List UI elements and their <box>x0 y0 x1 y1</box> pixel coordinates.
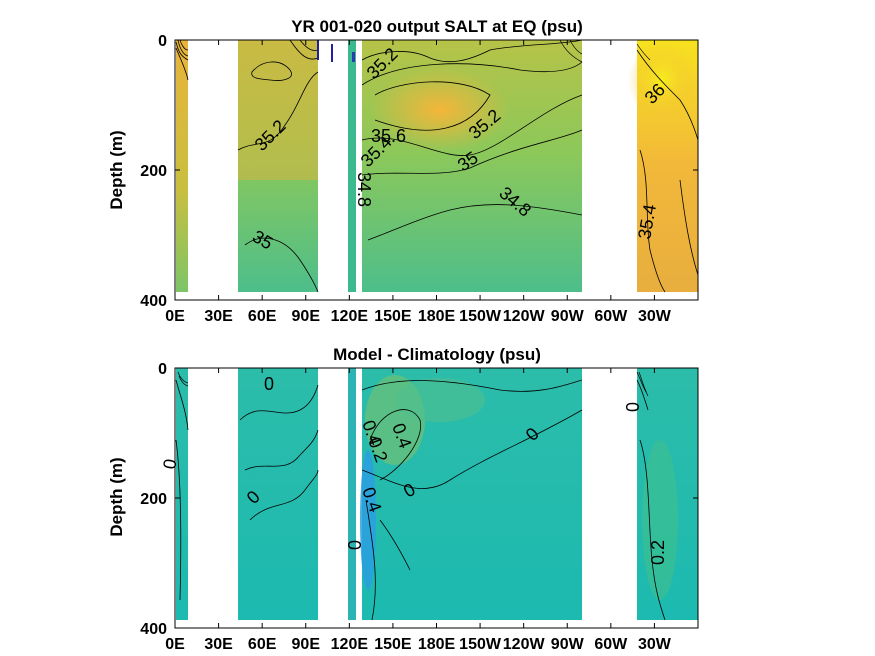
negative-anomaly-patch <box>360 450 376 590</box>
x-tick-label: 30W <box>638 636 672 653</box>
dense-contour-mark <box>352 52 355 62</box>
contour-line <box>636 43 651 61</box>
y-tick-label: 0 <box>158 33 167 50</box>
x-tick-label: 120W <box>503 636 546 653</box>
x-tick-label: 180E <box>418 636 456 653</box>
contour-line <box>177 39 189 57</box>
contour-line <box>569 39 583 55</box>
contour-line <box>175 379 189 431</box>
chart-title: YR 001-020 output SALT at EQ (psu) <box>291 17 583 36</box>
contour-line <box>175 41 189 61</box>
x-tick-label: 30E <box>204 308 233 325</box>
x-tick-label: 150W <box>459 636 502 653</box>
contour-line <box>638 371 649 397</box>
x-tick-label: 120E <box>331 636 369 653</box>
contour-line <box>361 409 583 489</box>
x-tick-label: 90W <box>551 308 585 325</box>
contour-line <box>369 409 422 481</box>
contour-label: 34.8 <box>354 172 374 207</box>
y-axis-label: Depth (m) <box>107 457 126 536</box>
salt-field-block <box>348 40 356 292</box>
dense-contour-mark <box>331 44 333 62</box>
diff-field-block <box>238 368 318 620</box>
x-tick-label: 120E <box>331 308 369 325</box>
contour-line <box>175 47 189 81</box>
contour-line <box>251 61 292 81</box>
contour-line <box>249 469 319 521</box>
contour-line <box>379 519 411 571</box>
salt-field-block <box>238 40 318 180</box>
x-tick-label: 150W <box>459 308 502 325</box>
contour-line <box>679 179 699 276</box>
contour-line <box>361 94 583 156</box>
contour-line <box>177 371 189 384</box>
y-tick-label: 400 <box>140 293 167 310</box>
contour-label: 0.2 <box>648 540 668 565</box>
x-tick-label: 90E <box>292 636 321 653</box>
contour-line <box>289 39 319 60</box>
salt-maximum-patch <box>370 68 510 152</box>
salt-maximum-patch <box>628 40 696 120</box>
contour-line <box>639 439 666 621</box>
contour-line <box>361 39 583 63</box>
contour-line <box>361 61 583 86</box>
contour-line <box>374 81 491 131</box>
x-tick-label: 90W <box>551 636 585 653</box>
contour-line <box>367 204 583 241</box>
contour-line <box>361 379 583 392</box>
x-tick-label: 30E <box>204 636 233 653</box>
x-tick-label: 150E <box>374 308 412 325</box>
contour-line <box>244 429 319 471</box>
contour-line <box>639 149 666 293</box>
dense-contour-mark <box>317 40 319 60</box>
diff-field-block <box>176 368 188 620</box>
contour-line <box>365 499 376 621</box>
contour-line <box>361 129 583 176</box>
y-tick-label: 0 <box>158 361 167 378</box>
x-tick-label: 60W <box>594 308 628 325</box>
y-axis-label: Depth (m) <box>107 130 126 209</box>
contour-label: 0 <box>344 540 364 550</box>
y-tick-label: 200 <box>140 163 167 180</box>
x-tick-label: 60E <box>248 308 277 325</box>
x-tick-label: 0E <box>165 636 185 653</box>
y-tick-label: 200 <box>140 491 167 508</box>
contour-line <box>636 49 699 141</box>
contour-line <box>636 371 647 393</box>
contour-line <box>175 439 182 601</box>
x-tick-label: 60E <box>248 636 277 653</box>
x-tick-label: 60W <box>594 636 628 653</box>
x-tick-label: 0E <box>165 308 185 325</box>
salt-field-block <box>176 40 188 292</box>
contour-label: 35.6 <box>371 126 406 146</box>
contour-line <box>559 39 583 63</box>
diff-field-block <box>348 368 356 620</box>
contour-line <box>299 39 319 51</box>
positive-anomaly-patch <box>642 440 678 600</box>
contour-line <box>178 375 189 387</box>
contour-line <box>237 71 319 151</box>
x-tick-label: 150E <box>374 636 412 653</box>
chart-title: Model - Climatology (psu) <box>333 345 541 364</box>
contour-line <box>636 379 649 411</box>
positive-anomaly-patch <box>395 378 485 422</box>
contour-line <box>239 384 319 421</box>
contour-label: 0 <box>623 402 643 412</box>
x-tick-label: 90E <box>292 308 321 325</box>
contour-line <box>179 39 189 51</box>
x-tick-label: 180E <box>418 308 456 325</box>
contour-line <box>244 237 319 293</box>
contour-label: 0 <box>264 374 274 394</box>
x-tick-label: 30W <box>638 308 672 325</box>
y-tick-label: 400 <box>140 621 167 638</box>
x-tick-label: 120W <box>503 308 546 325</box>
